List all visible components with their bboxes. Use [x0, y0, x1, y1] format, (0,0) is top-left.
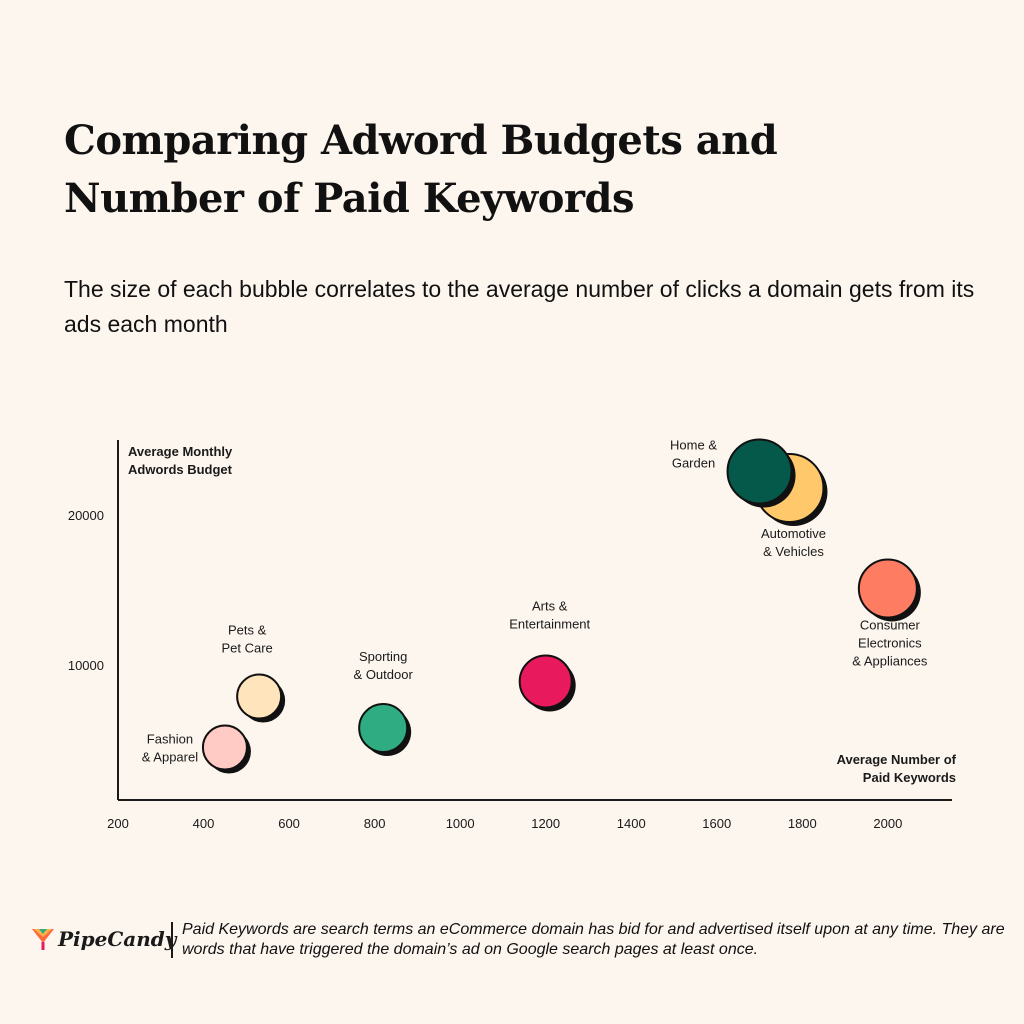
bubble-circle [201, 724, 248, 771]
bubble-label: Fashion & Apparel [142, 732, 198, 765]
bubble-circle [236, 673, 283, 720]
x-tick-label: 400 [193, 816, 215, 831]
bubble-label: Pets & Pet Care [221, 623, 272, 656]
page-title: Comparing Adword Budgets and Number of P… [64, 117, 778, 222]
bubble-circle [358, 703, 409, 753]
bubble-circle [726, 438, 793, 505]
bubble-circle [518, 654, 573, 709]
bubble-circle [857, 558, 918, 619]
x-axis-title: Average Number of Paid Keywords [837, 752, 957, 785]
candy-funnel-icon [32, 929, 54, 950]
y-tick-label: 10000 [68, 658, 104, 673]
bubble [857, 558, 921, 622]
y-tick-label: 20000 [68, 508, 104, 523]
bubble [518, 654, 576, 712]
x-tick-label: 1000 [446, 816, 475, 831]
x-tick-label: 800 [364, 816, 386, 831]
bubble [236, 673, 286, 723]
x-tick-label: 2000 [873, 816, 902, 831]
brand-name: PipeCandy [58, 927, 177, 951]
x-tick-label: 1400 [617, 816, 646, 831]
page-subtitle: The size of each bubble correlates to th… [64, 276, 975, 337]
y-axis-title: Average Monthly Adwords Budget [128, 444, 233, 477]
bubble-label: Sporting & Outdoor [354, 649, 414, 682]
bubble-label: Consumer Electronics & Appliances [852, 618, 928, 669]
x-tick-label: 1200 [531, 816, 560, 831]
bubble [201, 724, 251, 774]
bubble-label: Automotive & Vehicles [761, 526, 826, 559]
footnote: Paid Keywords are search terms an eComme… [182, 921, 1005, 958]
x-tick-label: 600 [278, 816, 300, 831]
bubble-label: Home & Garden [670, 438, 717, 471]
x-tick-label: 1600 [702, 816, 731, 831]
footer-divider [171, 922, 173, 958]
x-tick-label: 1800 [788, 816, 817, 831]
bubble-label: Arts & Entertainment [509, 599, 590, 632]
bubble [358, 703, 412, 756]
bubble [726, 438, 796, 508]
x-tick-label: 200 [107, 816, 129, 831]
brand-logo: PipeCandy [32, 924, 176, 954]
